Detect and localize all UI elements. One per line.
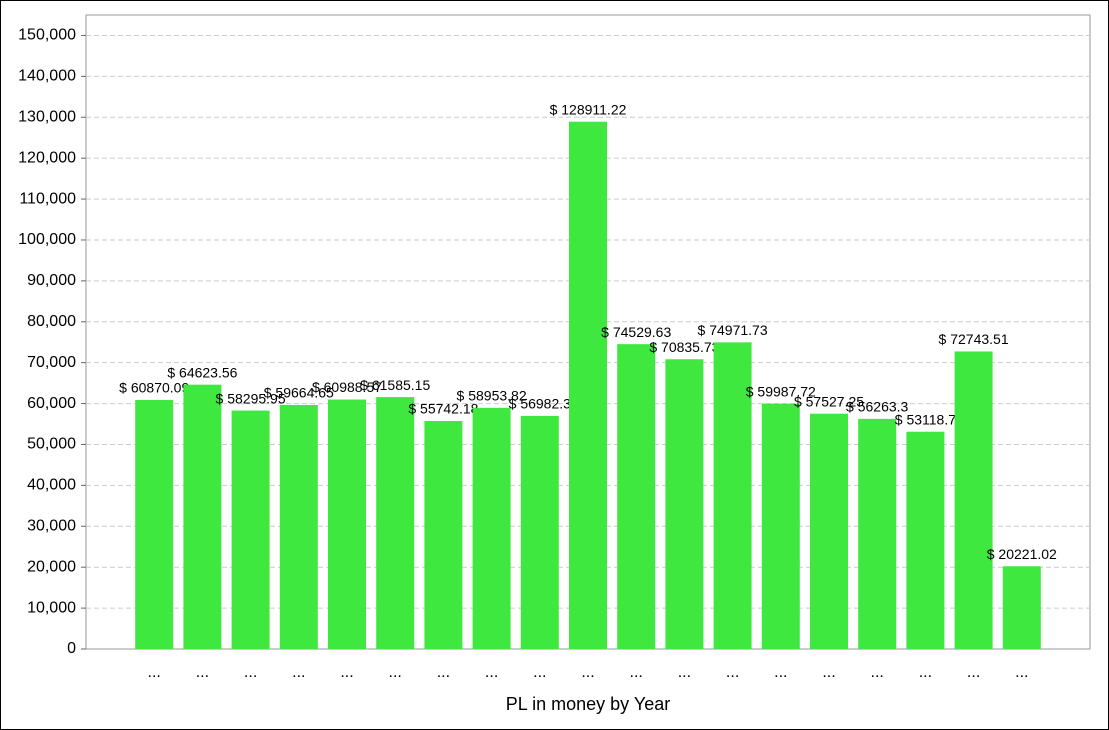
x-tick-label: ... bbox=[292, 664, 305, 681]
bar bbox=[954, 351, 993, 649]
data-label: $ 56982.3 bbox=[509, 396, 571, 412]
y-tick-label: 40,000 bbox=[27, 477, 76, 494]
x-tick-label: ... bbox=[485, 664, 498, 681]
x-tick-label: ... bbox=[244, 664, 257, 681]
data-label: $ 64623.56 bbox=[167, 364, 237, 380]
x-tick-label: ... bbox=[871, 664, 884, 681]
bar bbox=[713, 342, 752, 649]
y-tick-label: 60,000 bbox=[27, 395, 76, 412]
y-tick-label: 110,000 bbox=[19, 190, 76, 207]
bar bbox=[279, 404, 318, 649]
data-label: $ 58295.95 bbox=[216, 390, 286, 406]
y-tick-label: 90,000 bbox=[27, 272, 76, 289]
bar bbox=[328, 399, 366, 649]
bar bbox=[424, 420, 463, 649]
y-tick-label: 120,000 bbox=[18, 149, 76, 166]
x-tick-label: ... bbox=[389, 664, 402, 681]
bar bbox=[617, 344, 656, 649]
y-tick-label: 10,000 bbox=[27, 599, 76, 616]
x-tick-label: ... bbox=[1015, 664, 1028, 681]
data-label: $ 57527.25 bbox=[794, 393, 864, 409]
data-label: $ 128911.22 bbox=[550, 101, 627, 117]
data-label: $ 59664.65 bbox=[264, 385, 334, 401]
bar bbox=[1002, 566, 1041, 649]
x-tick-label: ... bbox=[678, 664, 691, 681]
data-label: $ 72743.51 bbox=[939, 331, 1009, 347]
data-label: $ 74529.63 bbox=[601, 324, 671, 340]
data-label: $ 55742.18 bbox=[408, 401, 478, 417]
data-label: $ 60988.57 bbox=[312, 379, 382, 395]
y-tick-label: 140,000 bbox=[18, 68, 76, 85]
data-label: $ 61585.15 bbox=[360, 377, 430, 393]
bar bbox=[665, 359, 704, 649]
bar bbox=[569, 121, 607, 649]
x-tick-label: ... bbox=[919, 664, 932, 681]
data-label: $ 58953.82 bbox=[457, 388, 527, 404]
bar bbox=[761, 403, 800, 649]
x-tick-label: ... bbox=[630, 664, 643, 681]
x-tick-label: ... bbox=[967, 664, 980, 681]
bar bbox=[135, 400, 174, 649]
y-tick-label: 150,000 bbox=[18, 27, 76, 44]
x-tick-label: ... bbox=[581, 664, 594, 681]
x-tick-label: ... bbox=[774, 664, 787, 681]
data-label: $ 70835.73 bbox=[649, 339, 719, 355]
x-tick-label: ... bbox=[148, 664, 161, 681]
bar bbox=[906, 431, 945, 649]
y-tick-label: 100,000 bbox=[18, 231, 76, 248]
data-label: $ 56263.3 bbox=[846, 399, 908, 415]
data-label: $ 59987.72 bbox=[746, 383, 816, 399]
bar bbox=[376, 397, 415, 649]
x-tick-label: ... bbox=[340, 664, 353, 681]
x-tick-label: ... bbox=[726, 664, 739, 681]
y-tick-label: 70,000 bbox=[27, 354, 76, 371]
bar bbox=[858, 418, 897, 649]
x-tick-label: ... bbox=[533, 664, 546, 681]
x-tick-label: ... bbox=[822, 664, 835, 681]
bar bbox=[183, 384, 222, 649]
y-tick-label: 20,000 bbox=[27, 558, 76, 575]
y-tick-label: 50,000 bbox=[27, 436, 76, 453]
bar bbox=[810, 413, 848, 649]
bar bbox=[231, 410, 270, 649]
data-label: $ 20221.02 bbox=[987, 546, 1057, 562]
x-tick-label: ... bbox=[437, 664, 450, 681]
x-axis-label: PL in money by Year bbox=[506, 694, 670, 714]
y-tick-label: 130,000 bbox=[18, 108, 76, 125]
bar bbox=[472, 407, 511, 649]
y-tick-label: 30,000 bbox=[27, 518, 76, 535]
y-tick-label: 80,000 bbox=[27, 313, 76, 330]
y-tick-label: 0 bbox=[67, 640, 76, 657]
data-label: $ 74971.73 bbox=[698, 322, 768, 338]
bar bbox=[520, 415, 559, 649]
data-label: $ 60870.09 bbox=[119, 380, 189, 396]
x-tick-label: ... bbox=[196, 664, 209, 681]
data-label: $ 53118.7 bbox=[895, 411, 956, 427]
